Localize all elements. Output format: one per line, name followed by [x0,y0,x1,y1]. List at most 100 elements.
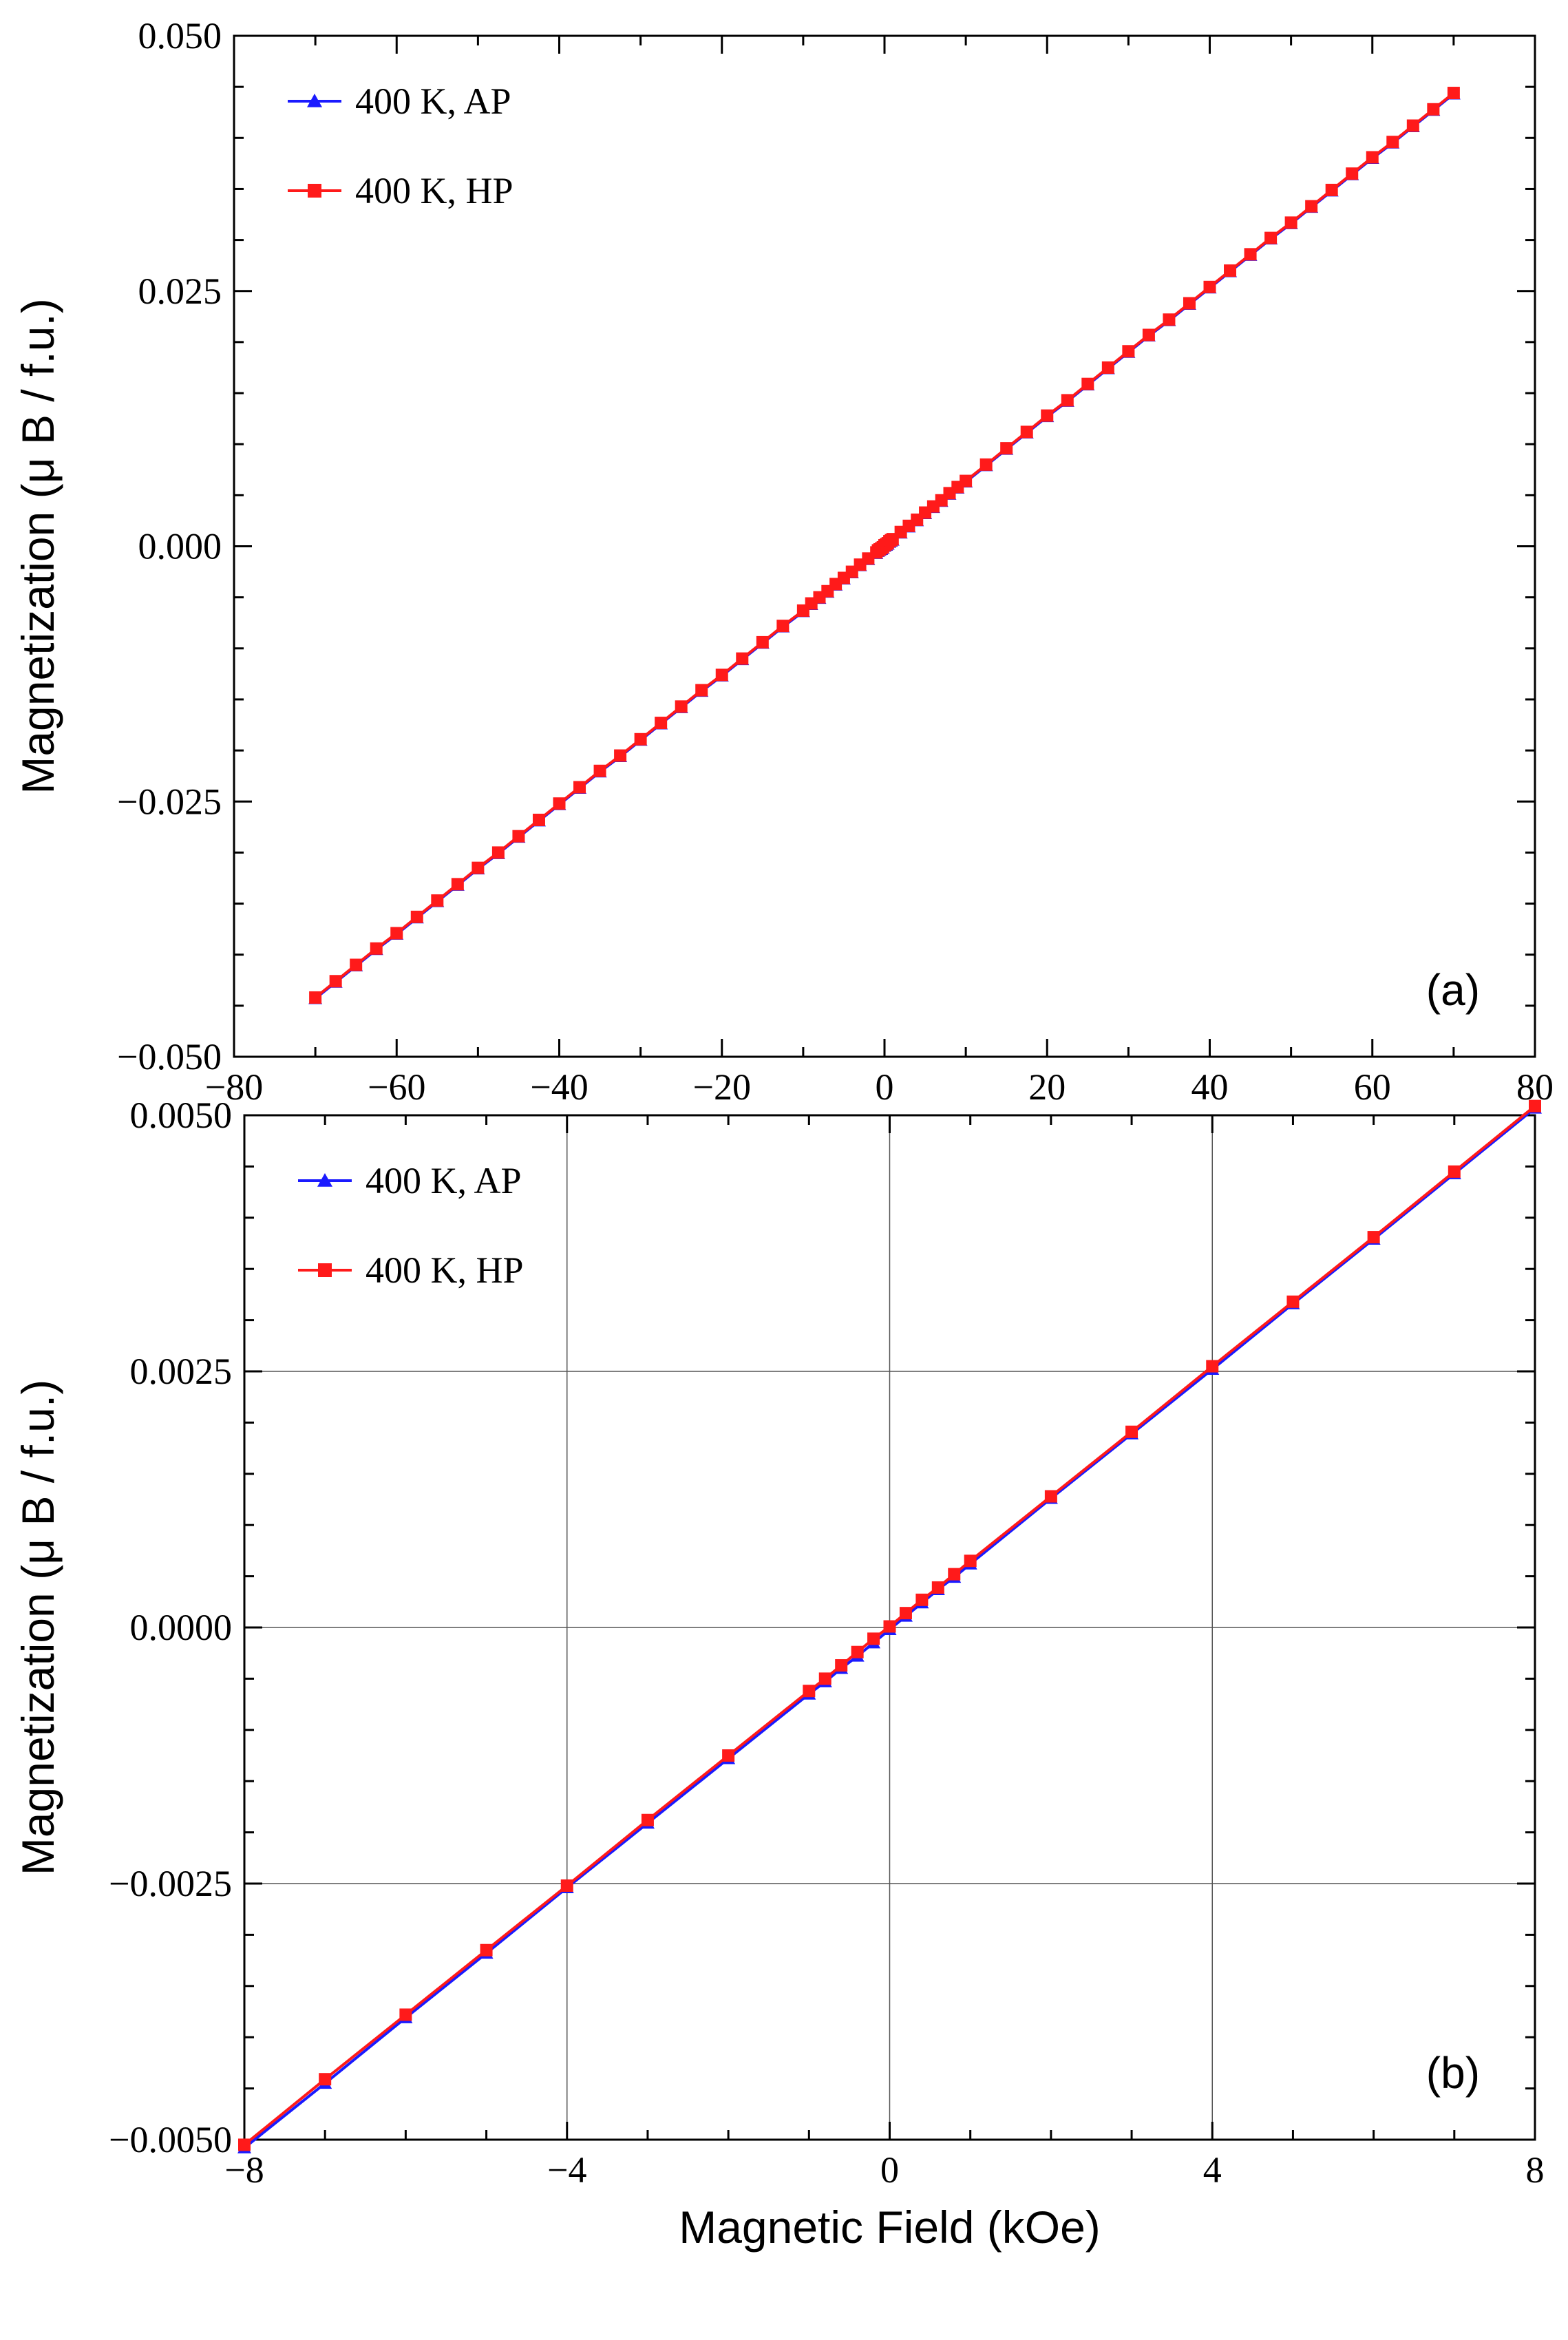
y-tick-label: −0.0050 [109,2119,232,2160]
y-tick-label: 0.0050 [130,1095,233,1136]
data-point-square [1061,394,1074,407]
data-point-square [776,620,790,633]
data-point-square [1041,409,1054,422]
data-point-square [1406,119,1419,132]
x-tick-label: 60 [1354,1066,1391,1108]
data-point-square [480,1943,493,1957]
data-point-square [431,894,444,907]
data-point-square [1366,151,1379,164]
y-tick-label: −0.0025 [109,1863,232,1904]
x-tick-label: −4 [547,2149,586,2191]
data-point-square [573,781,586,794]
data-point-square [899,1607,912,1620]
data-point-square [1163,313,1176,326]
panel-a-label: (a) [1426,965,1480,1015]
data-point-square [675,700,688,713]
data-point-square [472,861,485,874]
y-tick-label: 0.000 [138,526,222,567]
data-point-square [655,717,668,730]
x-axis-title: Magnetic Field (kOe) [679,2202,1101,2253]
y-tick-label: 0.0000 [130,1607,233,1648]
data-point-square [1447,87,1460,100]
data-point-square [350,958,363,971]
data-point-square [835,1659,848,1672]
data-point-square [1020,425,1033,439]
data-point-square [593,764,606,777]
data-point-square [491,846,505,859]
panel-a-legend: 400 K, AP 400 K, HP [288,81,513,211]
x-tick-label: 40 [1191,1066,1229,1108]
data-point-square [1081,377,1094,390]
data-point-square [1206,1360,1219,1373]
data-point-square [818,1672,831,1685]
data-point-square [722,1749,735,1762]
data-point-square [532,813,545,826]
legend-ap-marker-icon [317,1173,332,1187]
data-point-square [960,474,973,487]
panel-b: −8 −4 0 4 8−0.0050−0.00250.00000.00250.0050 … [12,1095,1545,2253]
data-point-square [1224,264,1237,277]
legend-ap-label: 400 K, AP [365,1160,522,1201]
data-point-square [1529,1099,1541,1113]
data-point-square [1183,297,1196,310]
x-tick-label: −80 [205,1066,263,1108]
data-point-square [851,1645,864,1658]
x-tick-label: 4 [1203,2149,1222,2191]
data-point-square [1325,183,1338,196]
data-point-square [1203,280,1216,293]
data-point-square [1305,200,1318,213]
data-point-square [803,1685,816,1698]
series-hp [238,1099,1541,2151]
y-tick-label: 0.025 [138,271,222,312]
data-point-square [238,2138,251,2151]
data-point-square [1142,328,1155,341]
data-point-square [1125,1425,1138,1438]
data-point-square [915,1593,929,1606]
x-tick-label: −60 [368,1066,425,1108]
panel-b-series [237,1099,1542,2153]
data-point-square [1244,248,1257,261]
data-point-square [715,668,728,682]
data-point-square [1000,442,1013,455]
data-point-square [399,2008,412,2021]
x-tick-label: 0 [876,1066,894,1108]
data-point-square [641,1813,654,1826]
data-point-square [1367,1231,1380,1244]
data-point-square [695,684,708,697]
data-point-square [964,1554,977,1568]
x-tick-label: 8 [1526,2149,1545,2191]
x-tick-label: 20 [1028,1066,1066,1108]
data-point-square [1448,1165,1461,1178]
data-point-square [1284,216,1297,229]
data-point-square [309,991,322,1004]
data-point-square [1101,361,1114,374]
y-tick-label: −0.050 [117,1036,222,1077]
legend-hp-marker-icon [308,184,321,198]
data-point-square [370,942,383,955]
panel-a: −80 −60 −40 −20 0 20 40 60 80−0.050−0.0250.0000.… [12,15,1554,1108]
data-point-square [451,878,464,891]
data-point-square [736,652,749,665]
data-point-square [560,1879,573,1892]
data-point-square [319,2073,332,2086]
data-point-square [883,1620,896,1633]
data-point-square [634,732,647,746]
legend-hp-label: 400 K, HP [365,1250,524,1291]
legend-ap-label: 400 K, AP [355,81,511,122]
data-point-square [1286,1295,1300,1308]
data-point-square [1122,345,1135,358]
data-point-square [1044,1490,1057,1503]
data-point-square [410,910,423,923]
y-tick-label: 0.050 [138,15,222,56]
x-tick-label: −40 [530,1066,588,1108]
legend-hp-marker-icon [318,1263,332,1277]
panel-a-series [308,87,1461,1004]
data-point-square [1427,103,1440,116]
y-tick-label: −0.025 [117,781,222,822]
data-point-square [1346,167,1359,180]
data-point-square [614,749,627,762]
x-tick-label: 0 [880,2149,899,2191]
legend-hp-label: 400 K, HP [355,170,513,211]
data-point-square [1386,136,1399,149]
